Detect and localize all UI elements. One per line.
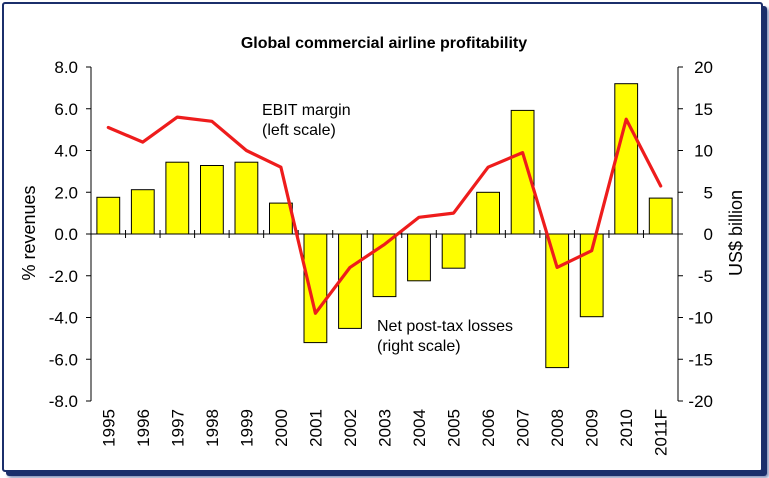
bar-1997 xyxy=(165,161,190,235)
x-tick-label-2011F: 2011F xyxy=(652,409,671,456)
right-tick-label: -5 xyxy=(698,267,713,286)
right-tick-label: 0 xyxy=(704,225,713,244)
x-tick-label-1996: 1996 xyxy=(134,409,153,447)
x-tick-label-1998: 1998 xyxy=(203,409,222,447)
left-tick-label: -6.0 xyxy=(49,350,78,369)
left-tick-label: 0.0 xyxy=(54,225,78,244)
x-tick-label-2001: 2001 xyxy=(306,409,325,447)
right-tick-label: 15 xyxy=(694,100,713,119)
bar-2008 xyxy=(545,233,570,369)
x-tick-label-2009: 2009 xyxy=(583,409,602,447)
losses-annotation-line2: (right scale) xyxy=(377,338,461,355)
x-tick-label-2004: 2004 xyxy=(410,409,429,447)
bar-2001 xyxy=(303,233,328,344)
right-tick-label: 10 xyxy=(694,142,713,161)
right-tick-label: 5 xyxy=(704,183,713,202)
left-axis-label: % revenues xyxy=(19,185,39,280)
left-tick-label: -4.0 xyxy=(49,309,78,328)
bar-1998 xyxy=(200,165,224,235)
bar-2007 xyxy=(510,109,535,235)
bar-2011F xyxy=(648,197,673,235)
x-tick-label-1999: 1999 xyxy=(237,409,256,447)
x-tick-label-2002: 2002 xyxy=(341,409,360,447)
bar-2005 xyxy=(441,233,466,269)
chart-title: Global commercial airline profitability xyxy=(241,35,527,52)
ebit-annotation-line1: EBIT margin xyxy=(262,102,351,119)
ebit-margin-line xyxy=(106,115,663,315)
x-tick-label-1995: 1995 xyxy=(99,409,118,447)
right-tick-label: 20 xyxy=(694,58,713,77)
bar-1995 xyxy=(96,196,121,235)
x-tick-label-2007: 2007 xyxy=(514,409,533,447)
bar-2010 xyxy=(614,83,639,235)
bar-2002 xyxy=(338,233,362,329)
ebit-annotation-line2: (left scale) xyxy=(262,122,336,139)
left-tick-label: 2.0 xyxy=(54,183,78,202)
right-tick-label: -15 xyxy=(688,350,713,369)
left-tick-label: 4.0 xyxy=(54,142,78,161)
x-tick-label-2010: 2010 xyxy=(617,409,636,447)
right-tick-label: -20 xyxy=(688,392,713,411)
left-tick-label: 6.0 xyxy=(54,100,78,119)
left-tick-label: -8.0 xyxy=(49,392,78,411)
right-tick-label: -10 xyxy=(688,309,713,328)
bar-2006 xyxy=(476,191,501,235)
bar-2004 xyxy=(407,233,431,282)
bar-1999 xyxy=(234,161,259,235)
right-axis-label: US$ billion xyxy=(726,190,746,276)
left-tick-label: -2.0 xyxy=(49,267,78,286)
x-tick-label-2005: 2005 xyxy=(445,409,464,447)
x-tick-label-2000: 2000 xyxy=(272,409,291,447)
x-tick-label-1997: 1997 xyxy=(168,409,187,447)
losses-annotation-line1: Net post-tax losses xyxy=(377,318,513,335)
x-tick-label-2003: 2003 xyxy=(376,409,395,447)
x-tick-label-2006: 2006 xyxy=(479,409,498,447)
plot-area: 8.0 6.0 4.0 2.0 0.0 -2.0 -4.0 -6.0 -8.0 20 15 10 5 0 -… xyxy=(49,58,713,456)
left-tick-label: 8.0 xyxy=(54,58,78,77)
bar-1996 xyxy=(130,189,155,235)
x-tick-label-2008: 2008 xyxy=(548,409,567,447)
